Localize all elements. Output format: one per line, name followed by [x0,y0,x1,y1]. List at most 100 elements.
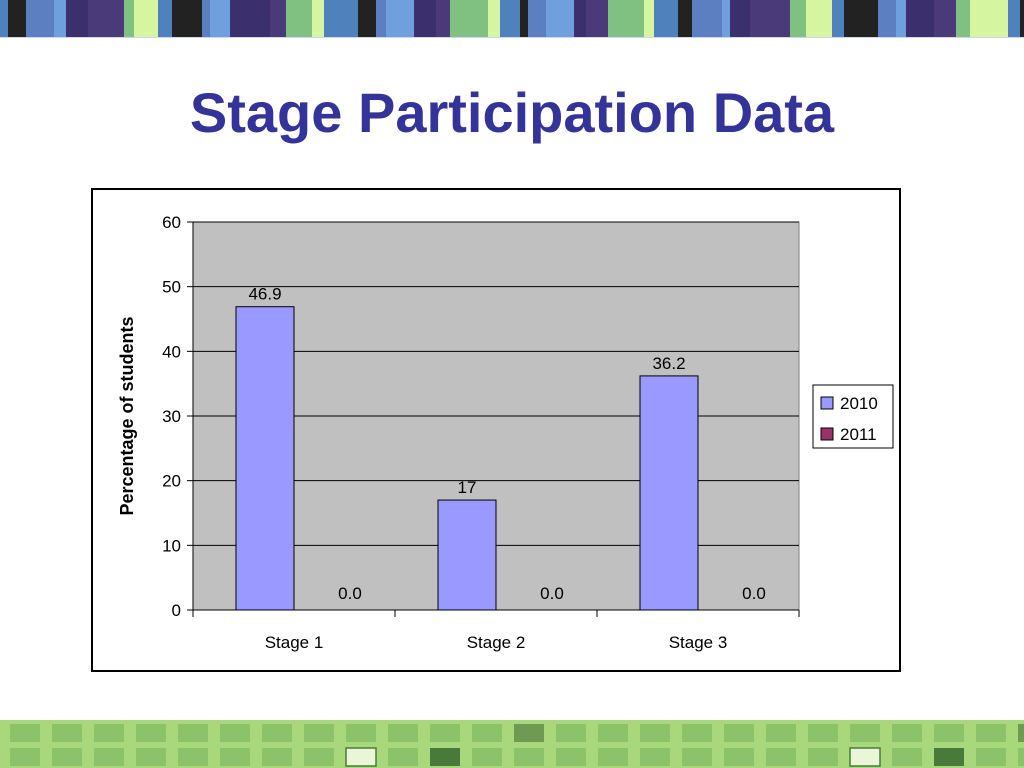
top-band-stripe [54,0,66,38]
bottom-band-tile [1018,748,1024,766]
decorative-top-band [0,0,1024,38]
bottom-band-tile [976,748,1006,766]
bottom-band-tile [10,724,40,742]
top-band-stripe [896,0,906,38]
bottom-band-tile [220,724,250,742]
bottom-band-tile [178,748,208,766]
top-band-stripe [376,0,386,38]
bar-2010-stage-2 [437,499,497,611]
top-band-stripe [692,0,722,38]
top-band-stripe [878,0,896,38]
bottom-band-tile [346,724,376,742]
top-band-stripe [730,0,750,38]
y-axis-label: Percentage of students [117,316,137,515]
bottom-band-tile [94,724,124,742]
top-band-stripe [270,0,286,38]
bottom-band-tile [304,748,334,766]
data-label: 0.0 [742,584,766,603]
top-band-stripe [286,0,312,38]
top-band-stripe [1020,0,1024,38]
bottom-band-tile [892,724,922,742]
legend-label-2010: 2010 [840,394,878,413]
top-band-stripe [0,0,8,38]
legend-swatch-2010 [820,396,834,410]
bottom-band-tile [556,724,586,742]
top-band-stripe [1008,0,1020,38]
legend-swatch-2011 [820,427,834,441]
top-band-stripe [450,0,488,38]
decorative-bottom-band [0,720,1024,768]
bottom-band-tile [514,724,544,742]
y-tick-label: 10 [162,536,181,555]
x-tick-label: Stage 3 [669,633,728,652]
data-label: 17 [458,478,477,497]
top-band-stripe [324,0,358,38]
bottom-band-tile [892,748,922,766]
top-band-stripe [574,0,586,38]
top-band-stripe [934,0,956,38]
x-tick-label: Stage 2 [467,633,526,652]
top-band-stripe [436,0,450,38]
slide-title: Stage Participation Data [189,81,835,144]
x-tick-label: Stage 1 [265,633,324,652]
bottom-band-tile [640,748,670,766]
bottom-band-tile [934,748,964,766]
top-band-stripe [230,0,270,38]
bottom-band-tile [472,724,502,742]
top-band-stripe [26,0,54,38]
bottom-band-tile [514,748,544,766]
y-tick-label: 50 [162,278,181,297]
bottom-band-tile [682,748,712,766]
top-band-stripe [678,0,692,38]
bottom-band-tile [262,748,292,766]
bottom-band-tile [598,748,628,766]
top-band-stripe [172,0,202,38]
top-band-stripe [722,0,730,38]
top-band-stripe [386,0,414,38]
bottom-band-tile [598,724,628,742]
bottom-band-tile [682,724,712,742]
top-band-stripe [832,0,844,38]
bottom-band-tile [430,724,460,742]
top-band-stripe [8,0,26,38]
bottom-band-tile [724,724,754,742]
top-band-stripe [358,0,376,38]
data-label: 0.0 [338,584,362,603]
top-band-stripe [528,0,546,38]
bottom-band-tile [304,724,334,742]
bottom-band-tile [52,724,82,742]
top-band-stripe [970,0,1008,38]
data-label: 46.9 [248,285,281,304]
y-tick-label: 0 [172,601,181,620]
bottom-band-tile [430,748,460,766]
bar-chart: 0 10 20 30 40 50 60 Percentage of students Stage… [117,213,894,652]
y-tick-label: 30 [162,407,181,426]
top-band-stripe [654,0,678,38]
bottom-band-tile [724,748,754,766]
bottom-band-tile [262,724,292,742]
bottom-band-tile [766,724,796,742]
bottom-band-tile [220,748,250,766]
top-band-stripe [88,0,124,38]
data-label: 36.2 [652,354,685,373]
top-band-stripe [414,0,436,38]
bottom-band-tile [850,724,880,742]
top-band-stripe [134,0,158,38]
top-band-stripe [124,0,134,38]
top-band-stripe [312,0,324,38]
bottom-band-tile [640,724,670,742]
bottom-band-tile [10,748,40,766]
top-band-stripe [158,0,172,38]
bottom-band-tile [388,724,418,742]
bottom-band-tile [766,748,796,766]
bottom-band-tile [849,747,881,767]
bottom-band-tile [388,748,418,766]
y-tick-label: 60 [162,213,181,232]
bottom-band-tile [934,724,964,742]
legend-label-2011: 2011 [840,425,877,444]
bottom-band-tile [472,748,502,766]
top-band-stripe [750,0,790,38]
top-band-stripe [806,0,832,38]
top-band-stripe [608,0,644,38]
